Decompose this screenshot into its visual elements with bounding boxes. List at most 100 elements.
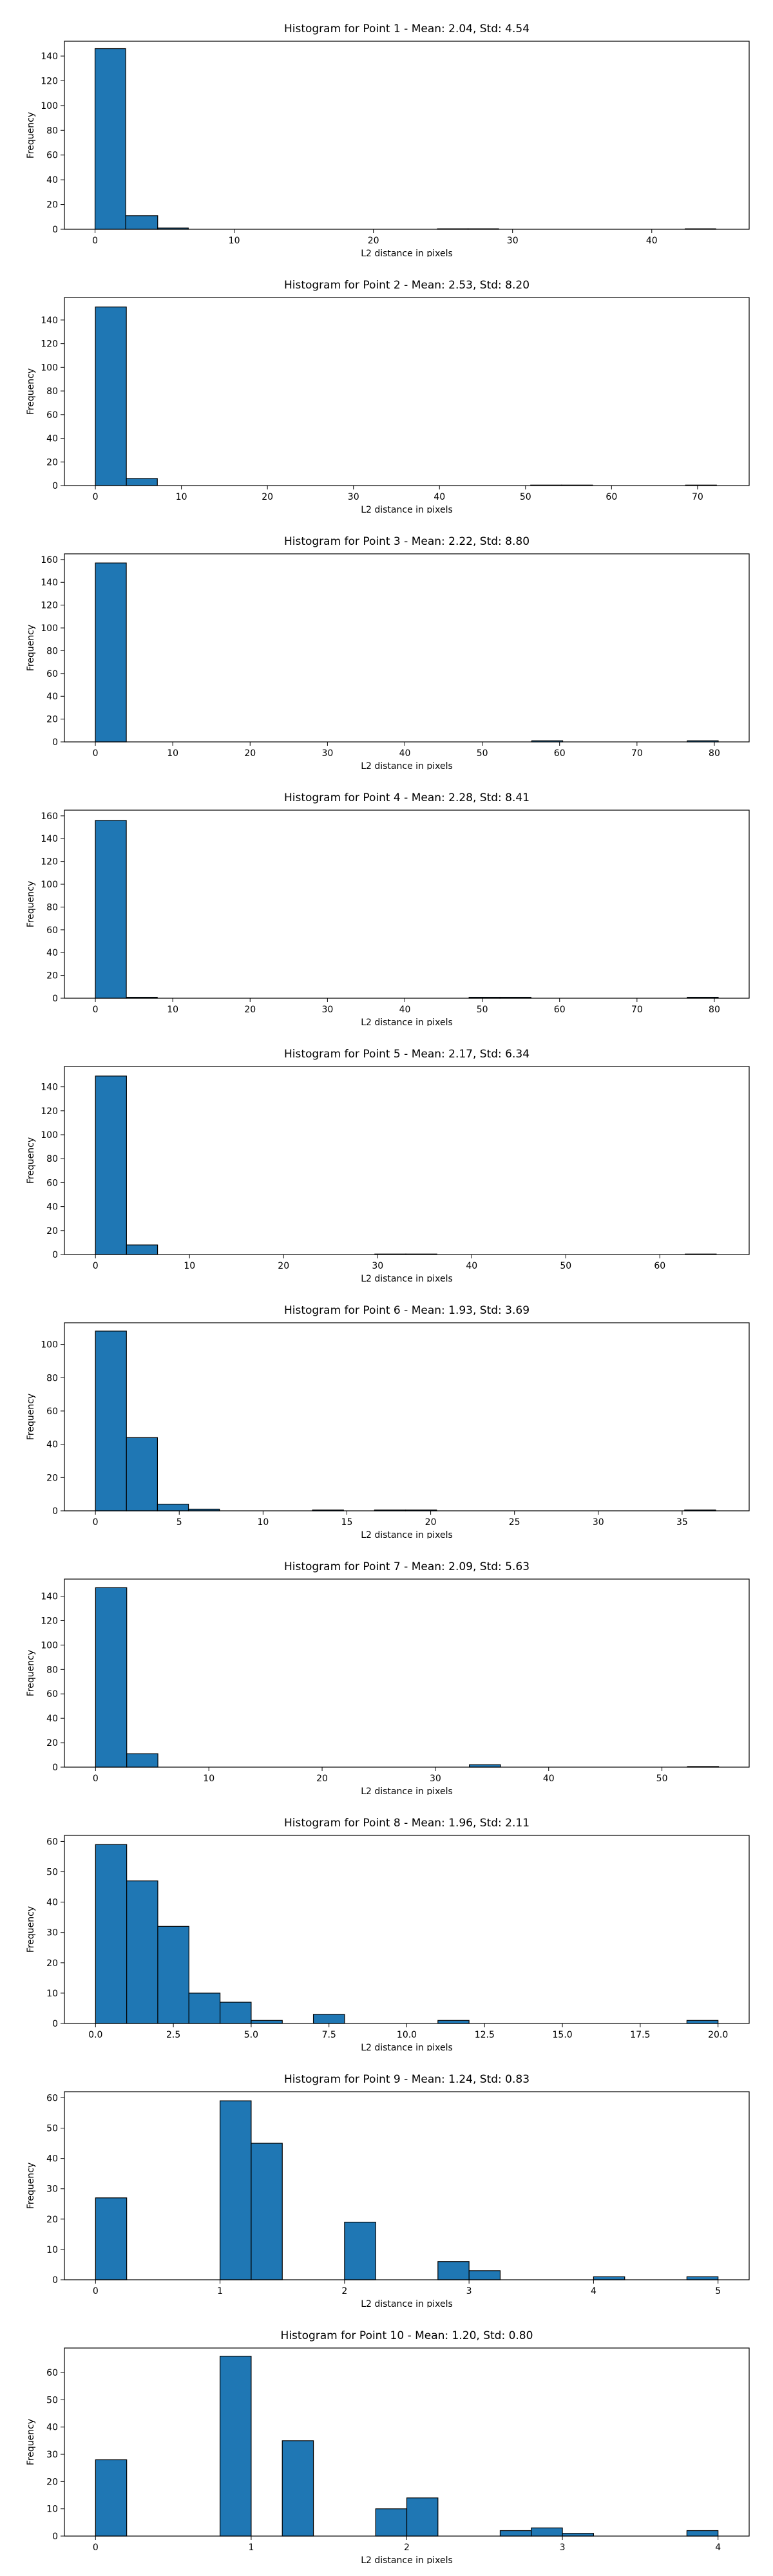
histogram-bar bbox=[126, 1880, 158, 2024]
y-tick-label: 40 bbox=[46, 692, 58, 702]
histogram-chart-1: Histogram for Point 1 - Mean: 2.04, Std:… bbox=[26, 23, 750, 257]
y-tick-label: 0 bbox=[52, 225, 58, 235]
y-tick-label: 120 bbox=[41, 339, 58, 350]
y-tick-label: 40 bbox=[46, 1714, 58, 1724]
histogram-chart-10: Histogram for Point 10 - Mean: 1.20, Std… bbox=[26, 2329, 750, 2564]
y-axis-label: Frequency bbox=[26, 2163, 36, 2209]
y-tick-label: 20 bbox=[46, 1958, 58, 1969]
histogram-bar bbox=[531, 2527, 563, 2537]
y-tick-label: 100 bbox=[41, 880, 58, 890]
y-tick-label: 60 bbox=[46, 669, 58, 679]
histogram-chart-5: Histogram for Point 5 - Mean: 2.17, Std:… bbox=[26, 1048, 750, 1282]
y-tick-label: 60 bbox=[46, 1406, 58, 1417]
y-tick-label: 0 bbox=[52, 1250, 58, 1260]
x-tick-label: 0 bbox=[93, 2286, 99, 2297]
y-tick-label: 40 bbox=[46, 1898, 58, 1908]
histogram-bar bbox=[126, 1437, 158, 1511]
axes-frame bbox=[64, 41, 750, 230]
x-axis-label: L2 distance in pixels bbox=[361, 2043, 453, 2051]
y-tick-label: 20 bbox=[46, 1226, 58, 1236]
chart-title: Histogram for Point 10 - Mean: 1.20, Std… bbox=[281, 2329, 533, 2342]
x-tick-label: 50 bbox=[656, 1774, 668, 1784]
y-tick-label: 60 bbox=[46, 1689, 58, 1700]
chart-title: Histogram for Point 1 - Mean: 2.04, Std:… bbox=[284, 23, 530, 35]
y-tick-label: 100 bbox=[41, 1130, 58, 1141]
x-tick-label: 20 bbox=[244, 748, 256, 759]
y-tick-label: 120 bbox=[41, 1616, 58, 1626]
histogram-chart-3: Histogram for Point 3 - Mean: 2.22, Std:… bbox=[26, 535, 750, 770]
x-tick-label: 70 bbox=[631, 748, 643, 759]
y-tick-label: 10 bbox=[46, 2505, 58, 2515]
x-tick-label: 70 bbox=[631, 1005, 643, 1015]
y-tick-label: 20 bbox=[46, 1738, 58, 1748]
x-tick-label: 10 bbox=[184, 1261, 195, 1271]
x-tick-label: 40 bbox=[399, 1005, 411, 1015]
x-tick-label: 5 bbox=[715, 2286, 721, 2297]
x-tick-label: 1 bbox=[248, 2543, 254, 2553]
x-tick-label: 30 bbox=[348, 492, 359, 502]
axes-frame bbox=[64, 1578, 750, 1768]
y-tick-label: 20 bbox=[46, 971, 58, 981]
axes-frame bbox=[64, 2091, 750, 2280]
x-tick-label: 0 bbox=[93, 1774, 99, 1784]
y-tick-label: 30 bbox=[46, 1928, 58, 1938]
y-tick-label: 60 bbox=[46, 1178, 58, 1188]
y-tick-label: 20 bbox=[46, 1473, 58, 1483]
x-tick-label: 30 bbox=[321, 1005, 333, 1015]
y-tick-label: 40 bbox=[46, 434, 58, 444]
x-tick-label: 10 bbox=[229, 236, 240, 246]
y-tick-label: 140 bbox=[41, 1083, 58, 1093]
y-tick-label: 100 bbox=[41, 363, 58, 373]
x-tick-label: 4 bbox=[591, 2286, 596, 2297]
y-tick-label: 100 bbox=[41, 1340, 58, 1350]
x-tick-label: 40 bbox=[646, 236, 658, 246]
chart-title: Histogram for Point 7 - Mean: 2.09, Std:… bbox=[284, 1560, 530, 1573]
histogram-bar bbox=[251, 2143, 283, 2280]
chart-title: Histogram for Point 8 - Mean: 1.96, Std:… bbox=[284, 1817, 530, 1830]
x-axis-label: L2 distance in pixels bbox=[361, 1786, 453, 1795]
x-tick-label: 7.5 bbox=[322, 2030, 336, 2040]
chart-title: Histogram for Point 6 - Mean: 1.93, Std:… bbox=[284, 1304, 530, 1317]
axes-frame bbox=[64, 1066, 750, 1255]
histogram-chart-9: Histogram for Point 9 - Mean: 1.24, Std:… bbox=[26, 2073, 750, 2307]
x-tick-label: 30 bbox=[593, 1517, 604, 1528]
y-tick-label: 20 bbox=[46, 2477, 58, 2487]
x-tick-label: 50 bbox=[560, 1261, 571, 1271]
x-tick-label: 3 bbox=[560, 2543, 566, 2553]
x-tick-label: 15 bbox=[341, 1517, 353, 1528]
histogram-bar bbox=[468, 2270, 501, 2280]
y-tick-label: 80 bbox=[46, 1665, 58, 1675]
x-tick-label: 0 bbox=[93, 1517, 99, 1528]
y-tick-label: 40 bbox=[46, 1440, 58, 1450]
x-tick-label: 4 bbox=[715, 2543, 721, 2553]
y-axis-label: Frequency bbox=[26, 1137, 36, 1184]
histogram-bar bbox=[375, 2508, 408, 2537]
y-tick-label: 40 bbox=[46, 175, 58, 185]
histogram-bar bbox=[282, 2440, 314, 2537]
y-tick-label: 10 bbox=[46, 2245, 58, 2255]
y-tick-label: 80 bbox=[46, 646, 58, 656]
y-tick-label: 50 bbox=[46, 1868, 58, 1878]
x-tick-label: 20 bbox=[316, 1774, 328, 1784]
x-tick-label: 20 bbox=[425, 1517, 437, 1528]
x-tick-label: 10 bbox=[203, 1774, 215, 1784]
x-tick-label: 30 bbox=[430, 1774, 441, 1784]
x-tick-label: 30 bbox=[372, 1261, 383, 1271]
y-tick-label: 80 bbox=[46, 1373, 58, 1383]
histogram-bar bbox=[686, 2530, 719, 2537]
y-tick-label: 60 bbox=[46, 410, 58, 421]
y-tick-label: 40 bbox=[46, 2423, 58, 2433]
x-tick-label: 17.5 bbox=[630, 2030, 650, 2040]
x-tick-label: 2 bbox=[341, 2286, 347, 2297]
histogram-bar bbox=[188, 1993, 221, 2024]
y-tick-label: 30 bbox=[46, 2450, 58, 2460]
y-tick-label: 120 bbox=[41, 601, 58, 611]
y-axis-label: Frequency bbox=[26, 1650, 36, 1696]
axes-frame bbox=[64, 810, 750, 999]
histogram-chart-4: Histogram for Point 4 - Mean: 2.28, Std:… bbox=[26, 791, 750, 1026]
histogram-chart-6: Histogram for Point 6 - Mean: 1.93, Std:… bbox=[26, 1304, 750, 1539]
x-axis-label: L2 distance in pixels bbox=[361, 2299, 453, 2307]
x-tick-label: 0 bbox=[93, 1261, 99, 1271]
histogram-bar bbox=[219, 2356, 252, 2537]
